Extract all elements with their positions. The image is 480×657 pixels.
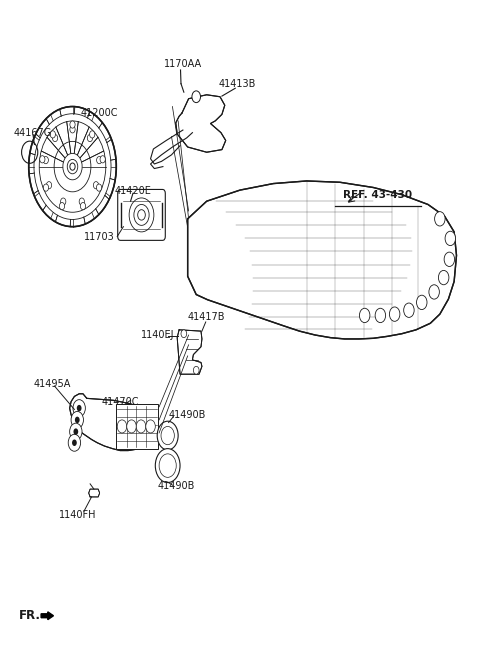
Circle shape <box>43 156 48 164</box>
Circle shape <box>100 156 105 163</box>
Circle shape <box>68 434 81 451</box>
Circle shape <box>192 91 201 102</box>
Text: 41420E: 41420E <box>115 187 151 196</box>
Circle shape <box>70 125 75 133</box>
Circle shape <box>52 135 58 142</box>
Circle shape <box>72 440 77 446</box>
Circle shape <box>404 303 414 317</box>
Text: 41200C: 41200C <box>81 108 119 118</box>
Circle shape <box>70 121 75 128</box>
Text: 11703: 11703 <box>84 232 115 242</box>
Circle shape <box>87 135 93 142</box>
Text: 41495A: 41495A <box>33 379 71 389</box>
Circle shape <box>40 156 45 163</box>
Circle shape <box>94 181 98 189</box>
Circle shape <box>90 131 95 138</box>
Circle shape <box>63 153 82 180</box>
Circle shape <box>73 428 78 435</box>
Circle shape <box>50 131 55 138</box>
Polygon shape <box>89 489 100 497</box>
Circle shape <box>146 420 156 433</box>
Circle shape <box>96 184 102 191</box>
Text: 41470C: 41470C <box>101 397 139 407</box>
Circle shape <box>79 198 84 205</box>
Polygon shape <box>70 394 157 451</box>
Circle shape <box>136 420 146 433</box>
Polygon shape <box>41 612 53 620</box>
Polygon shape <box>176 95 226 152</box>
Circle shape <box>438 271 449 284</box>
Circle shape <box>71 411 84 428</box>
Circle shape <box>73 399 85 417</box>
Circle shape <box>75 417 80 423</box>
Circle shape <box>60 198 66 205</box>
Circle shape <box>417 295 427 309</box>
Circle shape <box>360 308 370 323</box>
Text: 41490B: 41490B <box>169 410 206 420</box>
Circle shape <box>156 449 180 483</box>
Text: 1140FH: 1140FH <box>59 510 96 520</box>
Circle shape <box>181 330 187 338</box>
Circle shape <box>161 426 174 445</box>
Circle shape <box>70 423 82 440</box>
Circle shape <box>159 454 176 478</box>
FancyBboxPatch shape <box>116 404 158 449</box>
Circle shape <box>127 420 136 433</box>
Text: 41490B: 41490B <box>157 482 194 491</box>
Circle shape <box>375 308 385 323</box>
Circle shape <box>434 212 445 226</box>
Circle shape <box>70 163 75 170</box>
Circle shape <box>157 421 178 450</box>
Circle shape <box>43 184 48 191</box>
Circle shape <box>445 231 456 246</box>
Circle shape <box>117 420 127 433</box>
Circle shape <box>444 252 455 267</box>
Text: 41413B: 41413B <box>219 79 256 89</box>
Polygon shape <box>188 306 453 382</box>
Circle shape <box>96 156 102 164</box>
Text: 44167G: 44167G <box>14 127 52 138</box>
Circle shape <box>138 210 145 220</box>
Circle shape <box>429 284 439 299</box>
Circle shape <box>60 202 65 210</box>
Polygon shape <box>188 185 454 306</box>
Circle shape <box>389 307 400 321</box>
Circle shape <box>47 181 52 189</box>
Circle shape <box>29 106 116 227</box>
Text: 1170AA: 1170AA <box>164 59 202 69</box>
FancyBboxPatch shape <box>118 189 165 240</box>
Circle shape <box>77 405 82 411</box>
Text: 41417B: 41417B <box>188 312 226 322</box>
Circle shape <box>80 202 85 210</box>
Text: 1140EJ: 1140EJ <box>142 330 175 340</box>
Text: REF. 43-430: REF. 43-430 <box>343 190 412 200</box>
Text: FR.: FR. <box>19 609 41 622</box>
Circle shape <box>67 160 78 174</box>
Polygon shape <box>188 181 456 339</box>
Polygon shape <box>177 330 202 374</box>
Circle shape <box>193 367 199 374</box>
